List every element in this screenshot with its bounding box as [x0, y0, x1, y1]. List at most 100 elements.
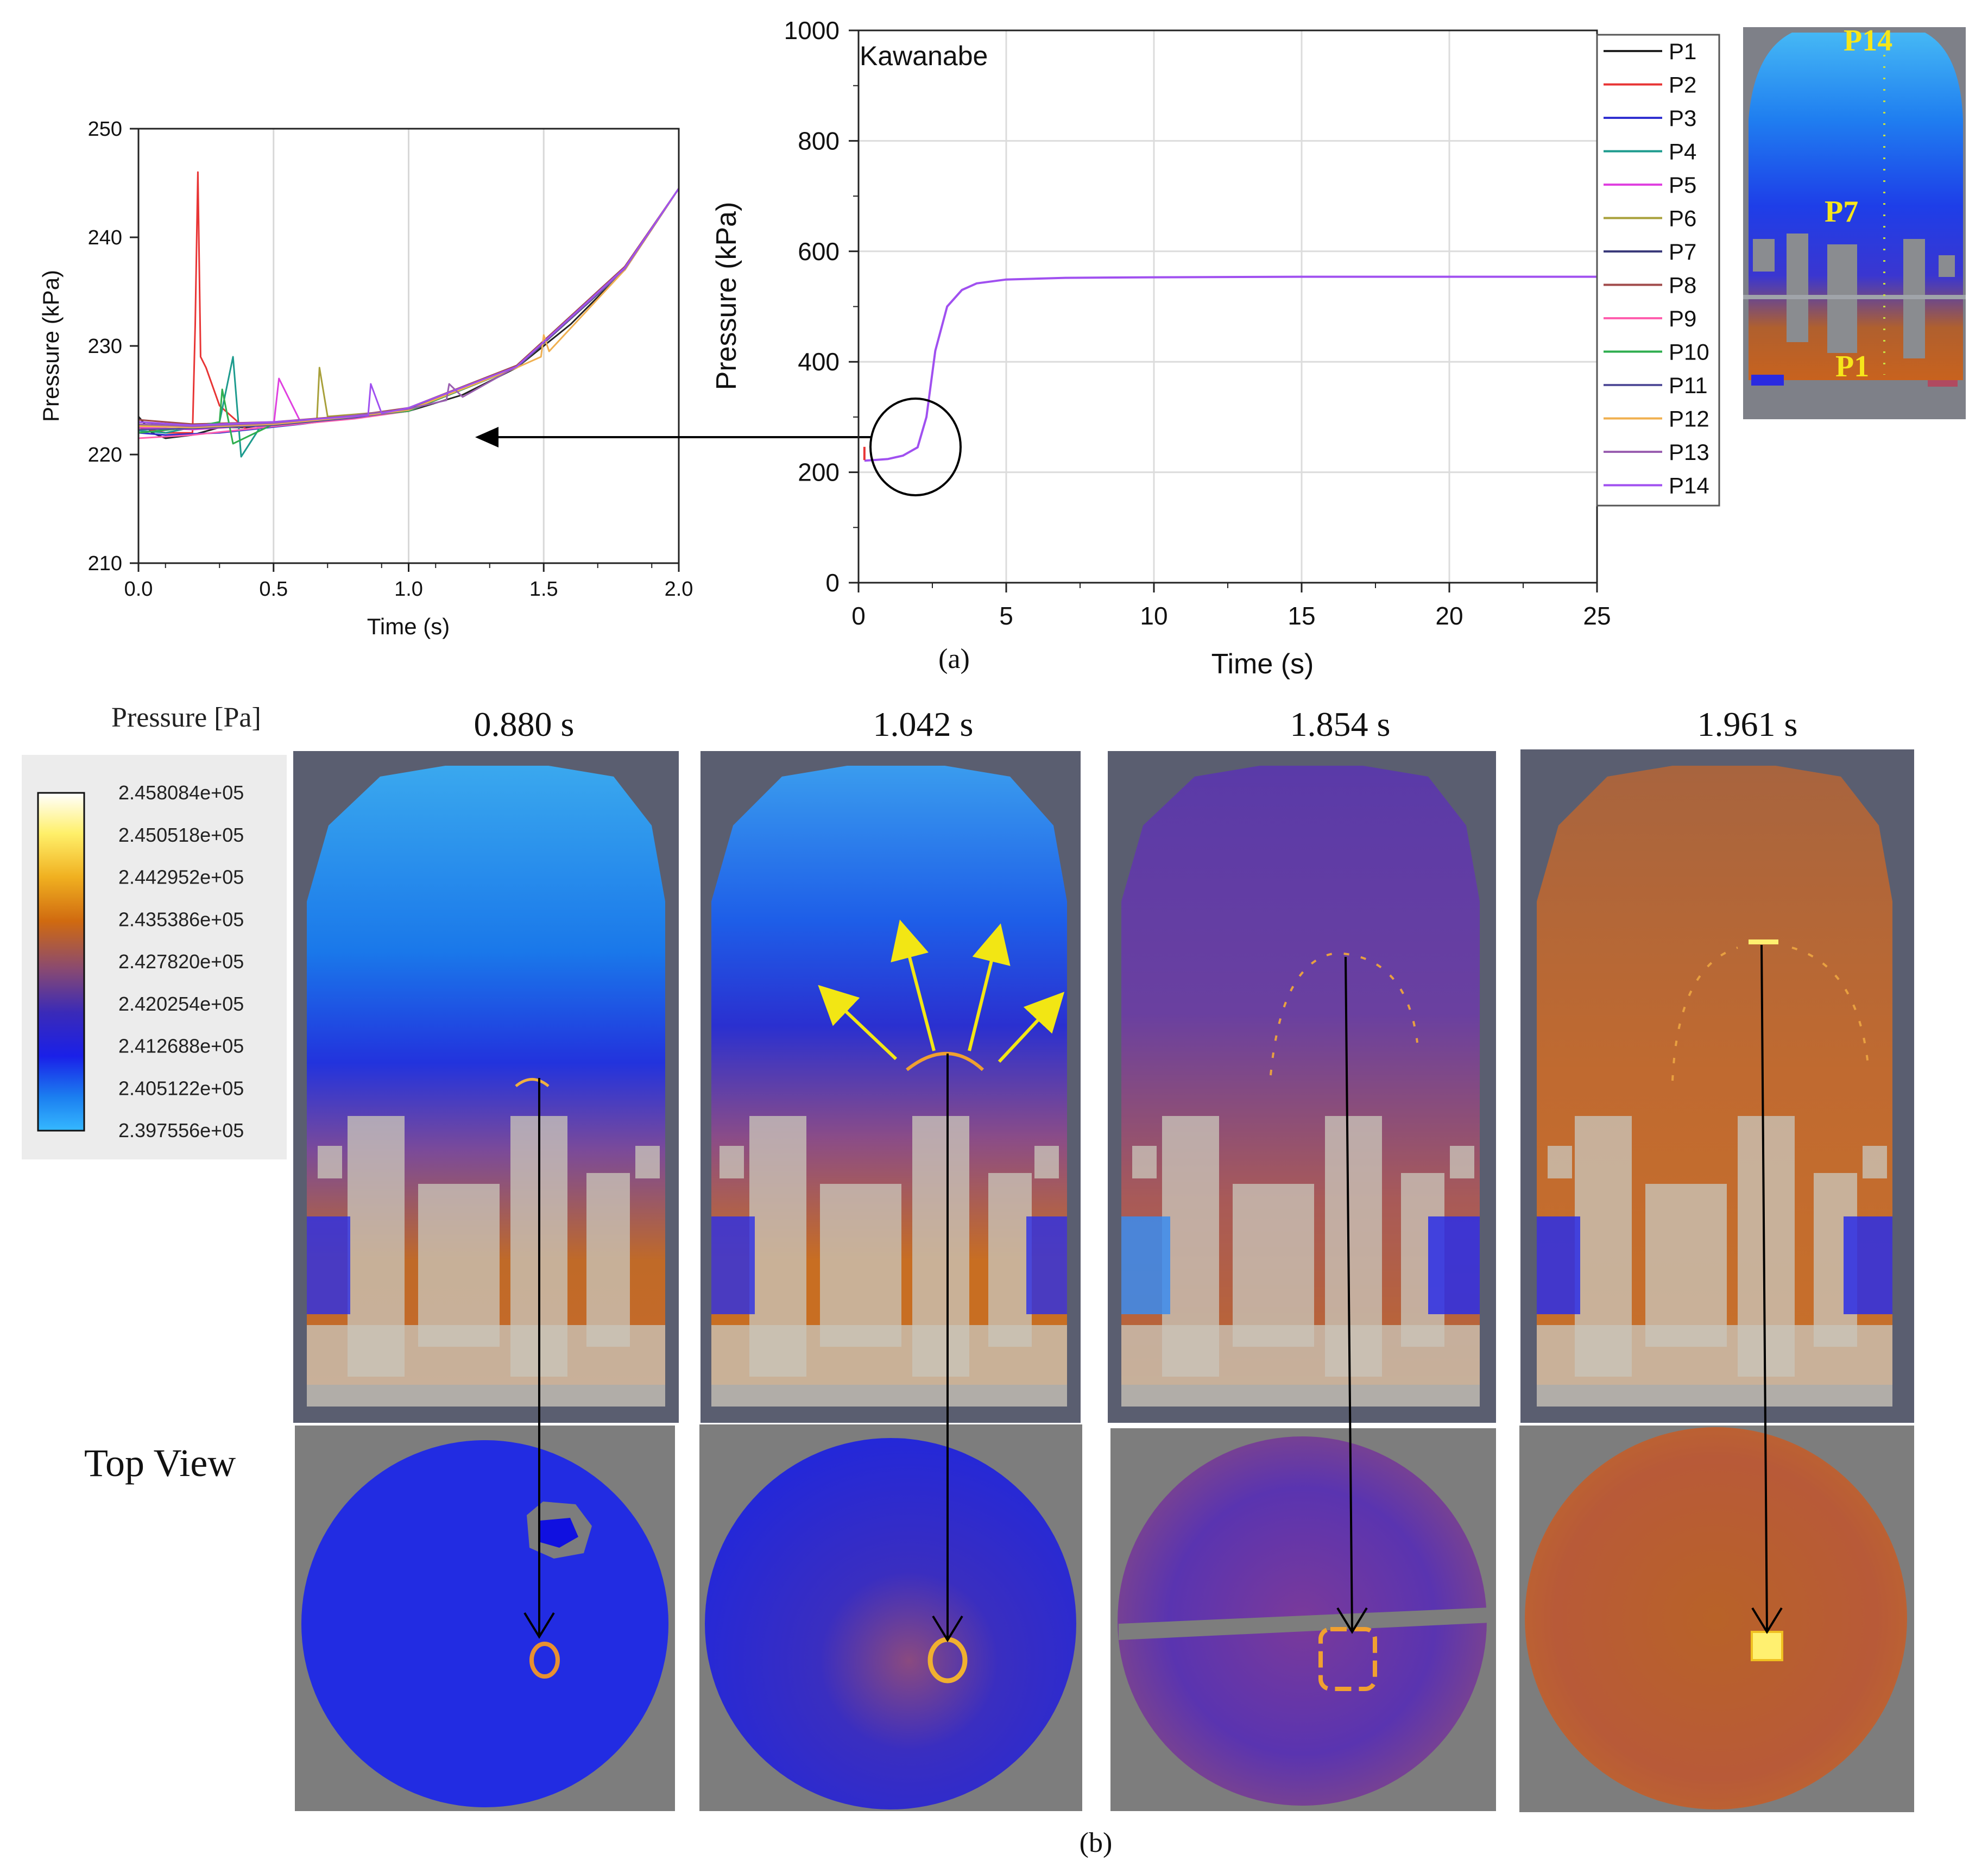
hotspot: [1751, 1631, 1783, 1661]
zoom-y-tick-label: 230: [88, 335, 122, 358]
colorbar-title: Pressure [Pa]: [111, 702, 261, 733]
legend-label-p9: P9: [1669, 306, 1696, 331]
link-arrowhead: [1751, 1607, 1783, 1634]
main-x-tick-label: 5: [999, 602, 1013, 630]
side-view-1042: [700, 751, 1081, 1423]
main-y-tick-label: 1000: [784, 16, 840, 45]
link-arrow: [1345, 956, 1353, 1631]
main-x-tick-label: 0: [851, 602, 866, 630]
snapshot-time-label: 1.042 s: [873, 705, 974, 743]
colorbar-tick-label: 2.458084e+05: [118, 781, 244, 804]
vessel-band: [1121, 1216, 1170, 1314]
zoom-y-tick-label: 240: [88, 226, 122, 249]
legend-label-p13: P13: [1669, 439, 1709, 465]
colorbar-tick-label: 2.405122e+05: [118, 1077, 244, 1099]
main-x-tick-label: 20: [1435, 602, 1463, 630]
reactor-schematic: P14 P7 P1: [1743, 24, 1966, 419]
colorbar-tick-label: 2.412688e+05: [118, 1035, 244, 1057]
main-y-tick-label: 200: [798, 458, 840, 487]
zoom-x-tick-label: 0.0: [124, 578, 153, 601]
colorbar-tick-label: 2.450518e+05: [118, 824, 244, 846]
main-chart-title: Kawanabe: [860, 41, 988, 71]
legend-label-p3: P3: [1669, 105, 1696, 131]
zoom-series-group: [138, 171, 679, 458]
main-legend: P1 P2 P3 P4 P5 P6 P7 P8 P9 P10 P11 P12 P13 P14: [1596, 34, 1720, 507]
colorbar-ticks: 2.458084e+05 2.450518e+05 2.442952e+05 2.43…: [118, 781, 244, 1142]
colorbar-tick-label: 2.442952e+05: [118, 866, 244, 888]
zoom-y-tick-label: 220: [88, 444, 122, 466]
snapshot-time-label: 0.880 s: [474, 705, 575, 743]
expansion-arrow: [968, 923, 1011, 1051]
zoom-series-p12: [138, 188, 679, 428]
vessel-band: [1026, 1216, 1067, 1314]
legend-label-p14: P14: [1669, 473, 1709, 499]
schematic-divider: [1743, 295, 1966, 299]
main-x-label: Time (s): [1211, 648, 1314, 680]
colorbar-tick-label: 2.397556e+05: [118, 1119, 244, 1142]
probe-label-p7: P7: [1825, 195, 1858, 229]
zoom-y-label: Pressure (kPa): [38, 270, 64, 422]
schematic-internal: [1928, 380, 1958, 387]
colorbar-tick-label: 2.435386e+05: [118, 908, 244, 930]
legend-label-p1: P1: [1669, 39, 1696, 64]
expansion-arrow: [818, 985, 898, 1061]
link-arrowhead: [1336, 1607, 1368, 1634]
vessel-internals: [711, 1116, 1067, 1407]
vessel-band: [1844, 1216, 1892, 1314]
probe-label-p1: P1: [1835, 350, 1869, 383]
legend-label-p4: P4: [1669, 139, 1696, 165]
panel-b-label: (b): [1080, 1827, 1113, 1858]
link-arrow: [1760, 944, 1768, 1631]
main-chart: 0 5 10 15 20 25 0 200 400 600 800 1000 Kawanabe Tim…: [711, 16, 1720, 680]
vessel-band: [1428, 1216, 1480, 1314]
top-view-section: [1525, 1427, 1907, 1809]
legend-label-p10: P10: [1669, 339, 1709, 365]
vessel-band: [307, 1216, 350, 1314]
zoom-x-label: Time (s): [367, 614, 450, 639]
snapshot-time-label: 1.854 s: [1290, 705, 1391, 743]
colorbar-tick-label: 2.427820e+05: [118, 950, 244, 973]
legend-label-p8: P8: [1669, 273, 1696, 298]
legend-label-p6: P6: [1669, 206, 1696, 231]
side-view-0880: [293, 751, 679, 1423]
main-x-tick-label: 15: [1288, 602, 1315, 630]
schematic-internal: [1751, 375, 1784, 386]
vessel-internals: [307, 1116, 665, 1407]
main-series-group: [863, 275, 1597, 462]
main-x-tick-label: 25: [1583, 602, 1611, 630]
zoom-pointer-arrowhead: [475, 427, 498, 447]
top-view-gap: [1119, 1607, 1491, 1640]
zoom-region-circle: [869, 398, 962, 496]
top-view-shading: [301, 1440, 668, 1807]
snapshot-times: 0.880 s 1.042 s 1.854 s 1.961 s: [474, 705, 1798, 743]
main-plot-frame: [857, 29, 1598, 584]
top-view-1854: [1110, 1428, 1496, 1811]
top-view-label: Top View: [84, 1441, 236, 1485]
top-view-1042: [699, 1424, 1082, 1811]
side-view-1961: [1520, 749, 1914, 1423]
legend-label-p5: P5: [1669, 172, 1696, 198]
side-view-1854: [1108, 751, 1496, 1423]
panel-a-label: (a): [938, 644, 970, 674]
zoom-x-tick-label: 1.5: [529, 578, 558, 601]
zoom-y-tick-label: 210: [88, 552, 122, 575]
expansion-arrow: [891, 919, 936, 1051]
link-arrowhead: [932, 1615, 963, 1642]
top-view-0880: [295, 1426, 675, 1811]
main-y-tick-label: 0: [825, 569, 840, 597]
schematic-internal: [1753, 239, 1775, 272]
main-y-tick-label: 400: [798, 348, 840, 376]
hotspot: [515, 1078, 550, 1087]
legend-label-p11: P11: [1669, 373, 1708, 398]
main-series-p14: [864, 275, 1597, 462]
link-arrowhead: [523, 1612, 555, 1639]
zoom-x-tick-label: 1.0: [394, 578, 423, 601]
legend-label-p2: P2: [1669, 72, 1696, 98]
main-y-tick-label: 800: [798, 127, 840, 155]
snapshot-time-label: 1.961 s: [1697, 705, 1798, 743]
main-grid: [859, 30, 1597, 583]
colorbar: Pressure [Pa] 2.458084e+052.450518e+052.…: [22, 702, 287, 1159]
hotspot: [1318, 1627, 1377, 1691]
vessel-band: [1537, 1216, 1580, 1314]
